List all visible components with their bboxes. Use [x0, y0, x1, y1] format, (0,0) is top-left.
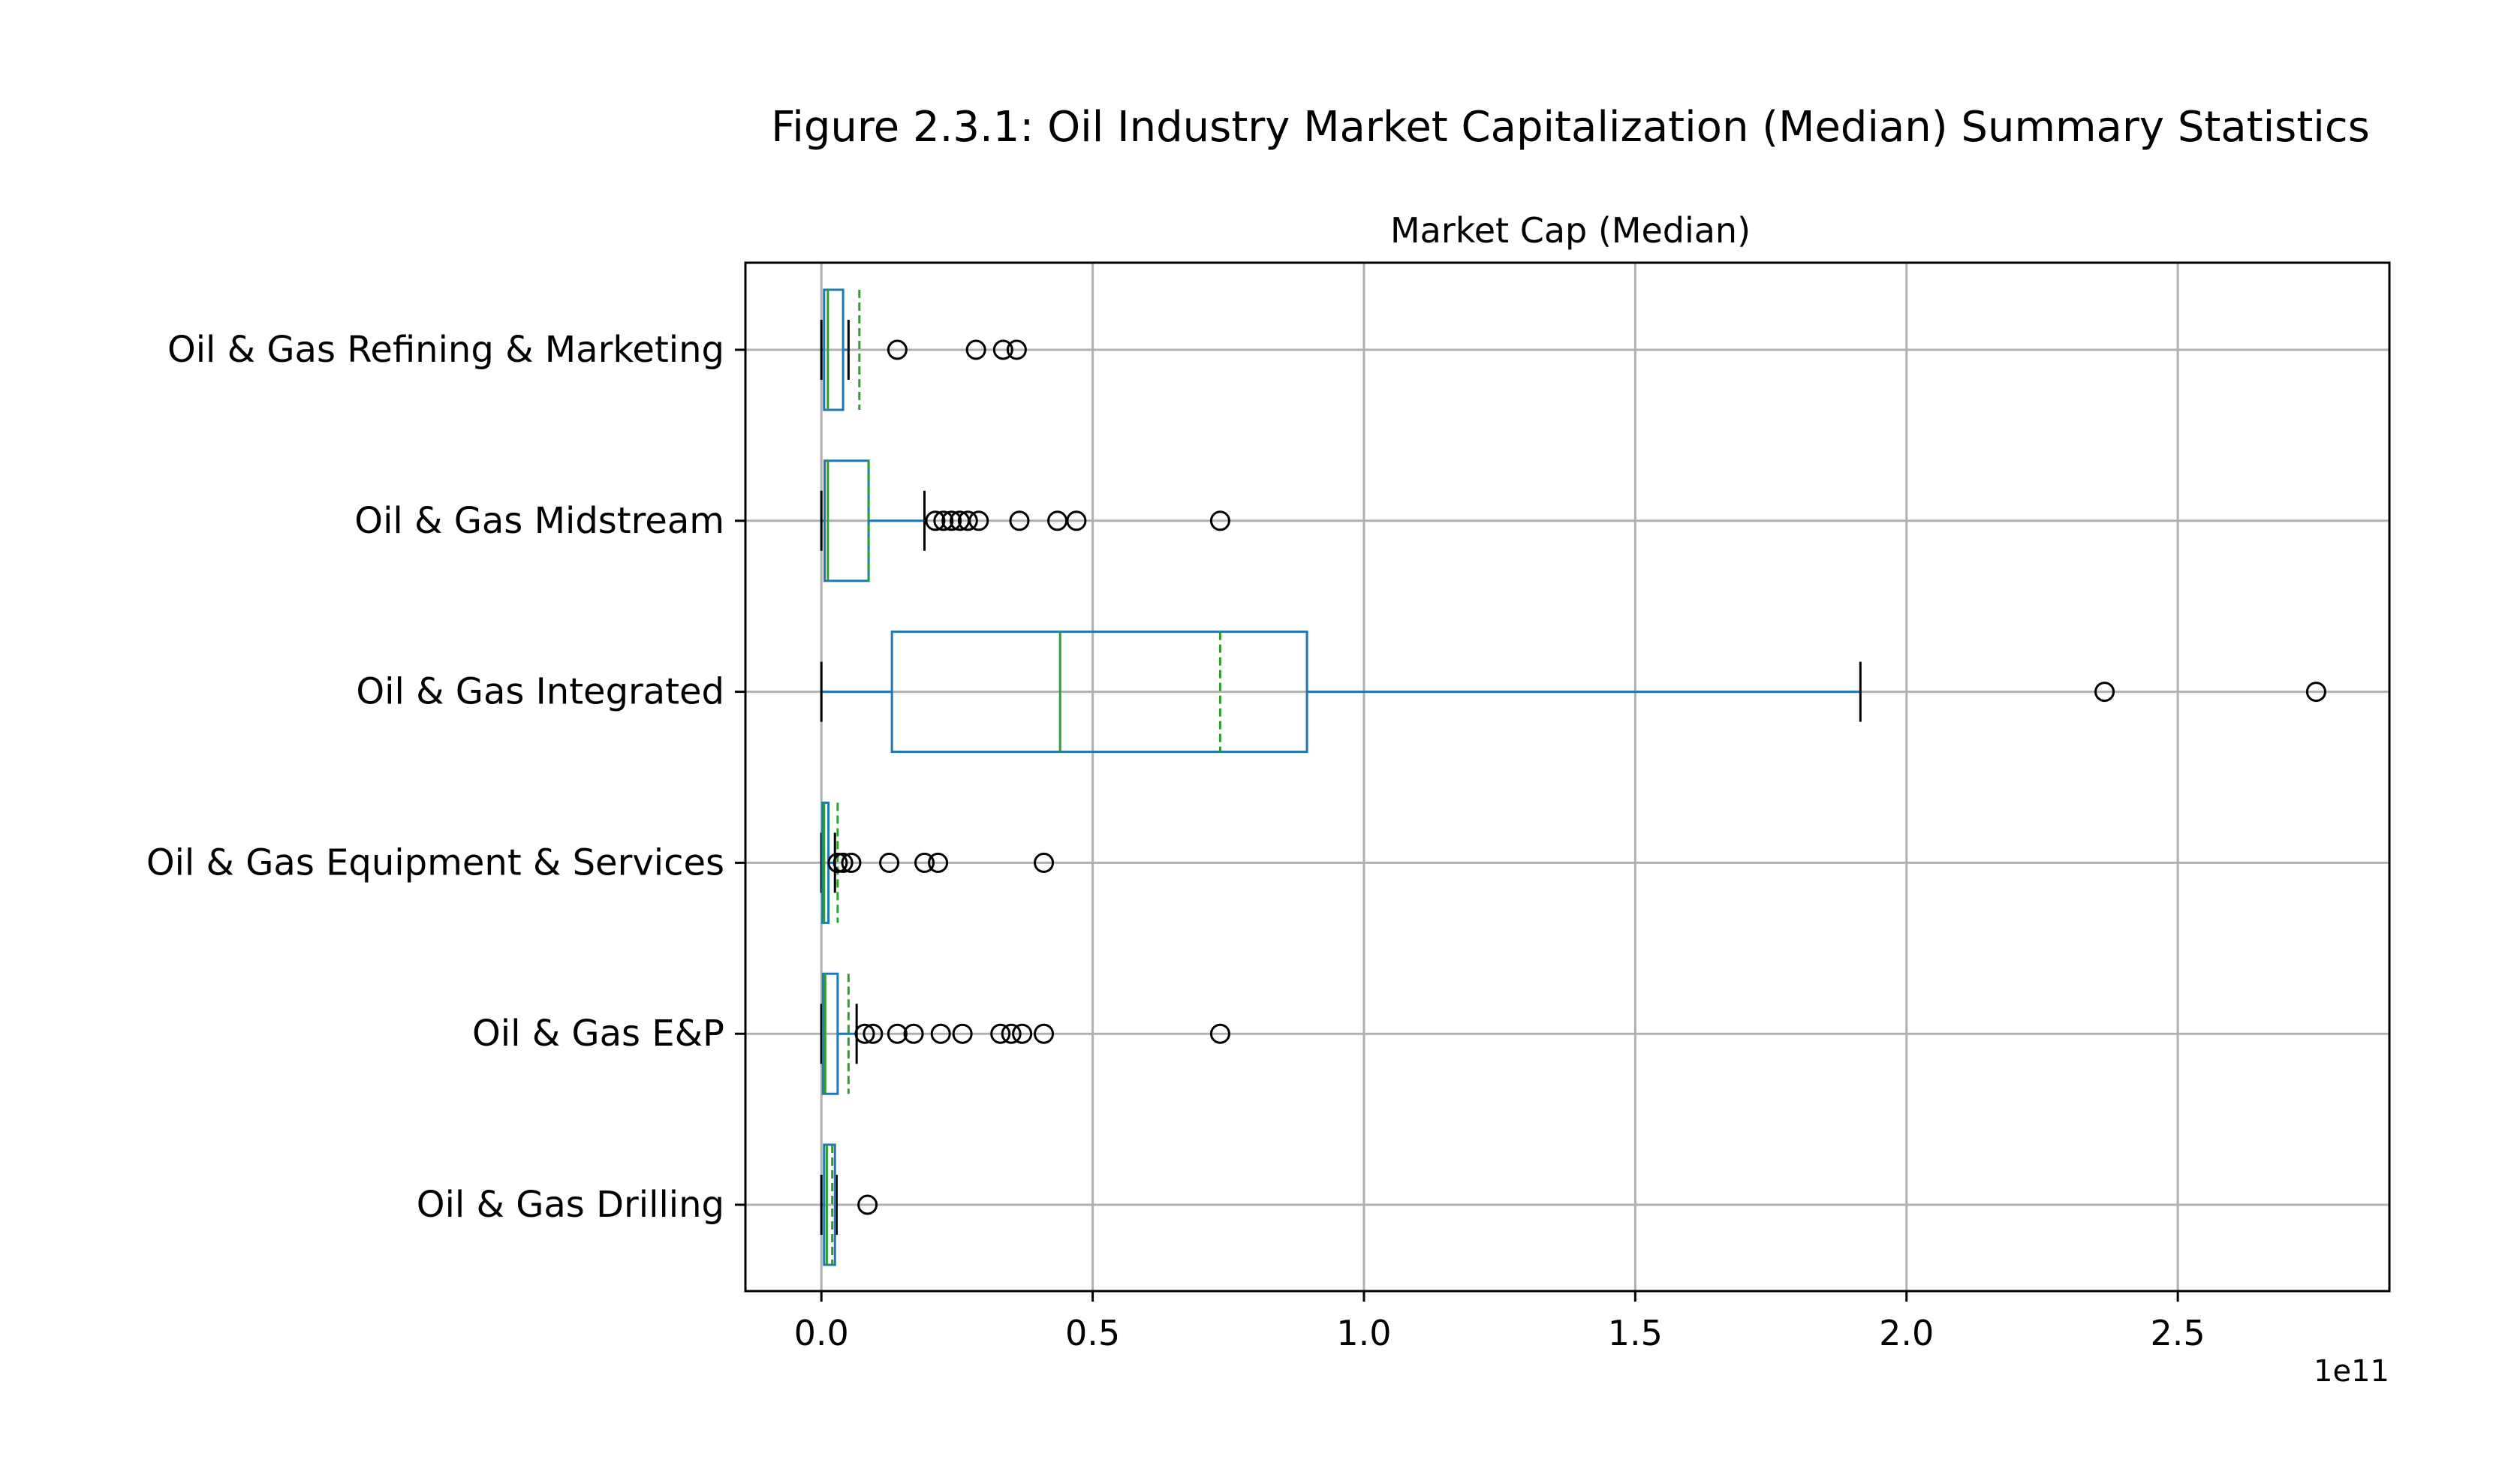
outlier-point: [968, 510, 989, 531]
outlier-point: [863, 1023, 884, 1044]
box-group: [820, 288, 1027, 411]
plot-frame: [744, 261, 2391, 1293]
y-axis: Oil & Gas Refining & Marketing Oil & Gas …: [146, 329, 745, 1226]
x-offset-label: 1e11: [2314, 1354, 2389, 1389]
outlier-point: [965, 339, 986, 360]
box-layer: [820, 288, 2326, 1266]
figure-title: Figure 2.3.1: Oil Industry Market Capita…: [771, 103, 2370, 152]
x-tick-label: 1.0: [1336, 1313, 1391, 1353]
iqr-box: [823, 459, 870, 582]
outlier-point: [1209, 1023, 1230, 1044]
outlier-point: [887, 1023, 908, 1044]
grid-layer: [745, 263, 2389, 1291]
outlier-point: [925, 510, 946, 531]
y-tick-label: Oil & Gas Midstream: [354, 500, 724, 542]
x-axis: 0.0 0.5 1.0 1.5 2.0 2.5: [794, 1291, 2205, 1353]
iqr-box: [823, 288, 845, 411]
outlier-point: [990, 1023, 1011, 1044]
iqr-box: [823, 1143, 836, 1266]
x-tick-label: 1.5: [1608, 1313, 1663, 1353]
outlier-point: [933, 510, 954, 531]
outlier-point: [930, 1023, 951, 1044]
outlier-point: [833, 852, 854, 873]
outlier-point: [879, 852, 900, 873]
outlier-point: [1006, 339, 1027, 360]
outlier-point: [957, 510, 978, 531]
outlier-point: [1034, 1023, 1055, 1044]
outlier-point: [854, 1023, 875, 1044]
axes-subtitle: Market Cap (Median): [1390, 210, 1751, 251]
y-tick-label: Oil & Gas E&P: [472, 1013, 724, 1055]
iqr-box: [821, 972, 839, 1095]
outlier-point: [1001, 1023, 1022, 1044]
outlier-point: [827, 852, 848, 873]
box-group: [820, 801, 1055, 924]
outlier-point: [952, 1023, 973, 1044]
y-tick-label: Oil & Gas Drilling: [417, 1184, 724, 1226]
iqr-box: [890, 631, 1308, 754]
y-tick-label: Oil & Gas Integrated: [356, 671, 724, 713]
x-tick-label: 2.5: [2151, 1313, 2205, 1353]
outlier-point: [2305, 682, 2326, 703]
outlier-point: [914, 852, 935, 873]
outlier-point: [841, 852, 862, 873]
outlier-point: [941, 510, 962, 531]
x-tick-label: 0.0: [794, 1313, 849, 1353]
box-group: [820, 972, 1230, 1095]
box-group: [820, 1143, 878, 1266]
outlier-point: [1209, 510, 1230, 531]
outlier-point: [887, 339, 908, 360]
y-tick-label: Oil & Gas Refining & Marketing: [167, 329, 724, 371]
outlier-point: [928, 852, 949, 873]
box-group: [820, 459, 1230, 582]
outlier-point: [1066, 510, 1087, 531]
outlier-point: [1012, 1023, 1033, 1044]
y-tick-label: Oil & Gas Equipment & Services: [146, 841, 724, 883]
outlier-point: [2094, 682, 2115, 703]
outlier-point: [857, 1194, 878, 1215]
outlier-point: [1009, 510, 1030, 531]
box-group: [820, 631, 2326, 754]
x-tick-label: 0.5: [1065, 1313, 1120, 1353]
outlier-point: [1034, 852, 1055, 873]
outlier-point: [992, 339, 1013, 360]
x-tick-label: 2.0: [1879, 1313, 1934, 1353]
outlier-point: [903, 1023, 924, 1044]
